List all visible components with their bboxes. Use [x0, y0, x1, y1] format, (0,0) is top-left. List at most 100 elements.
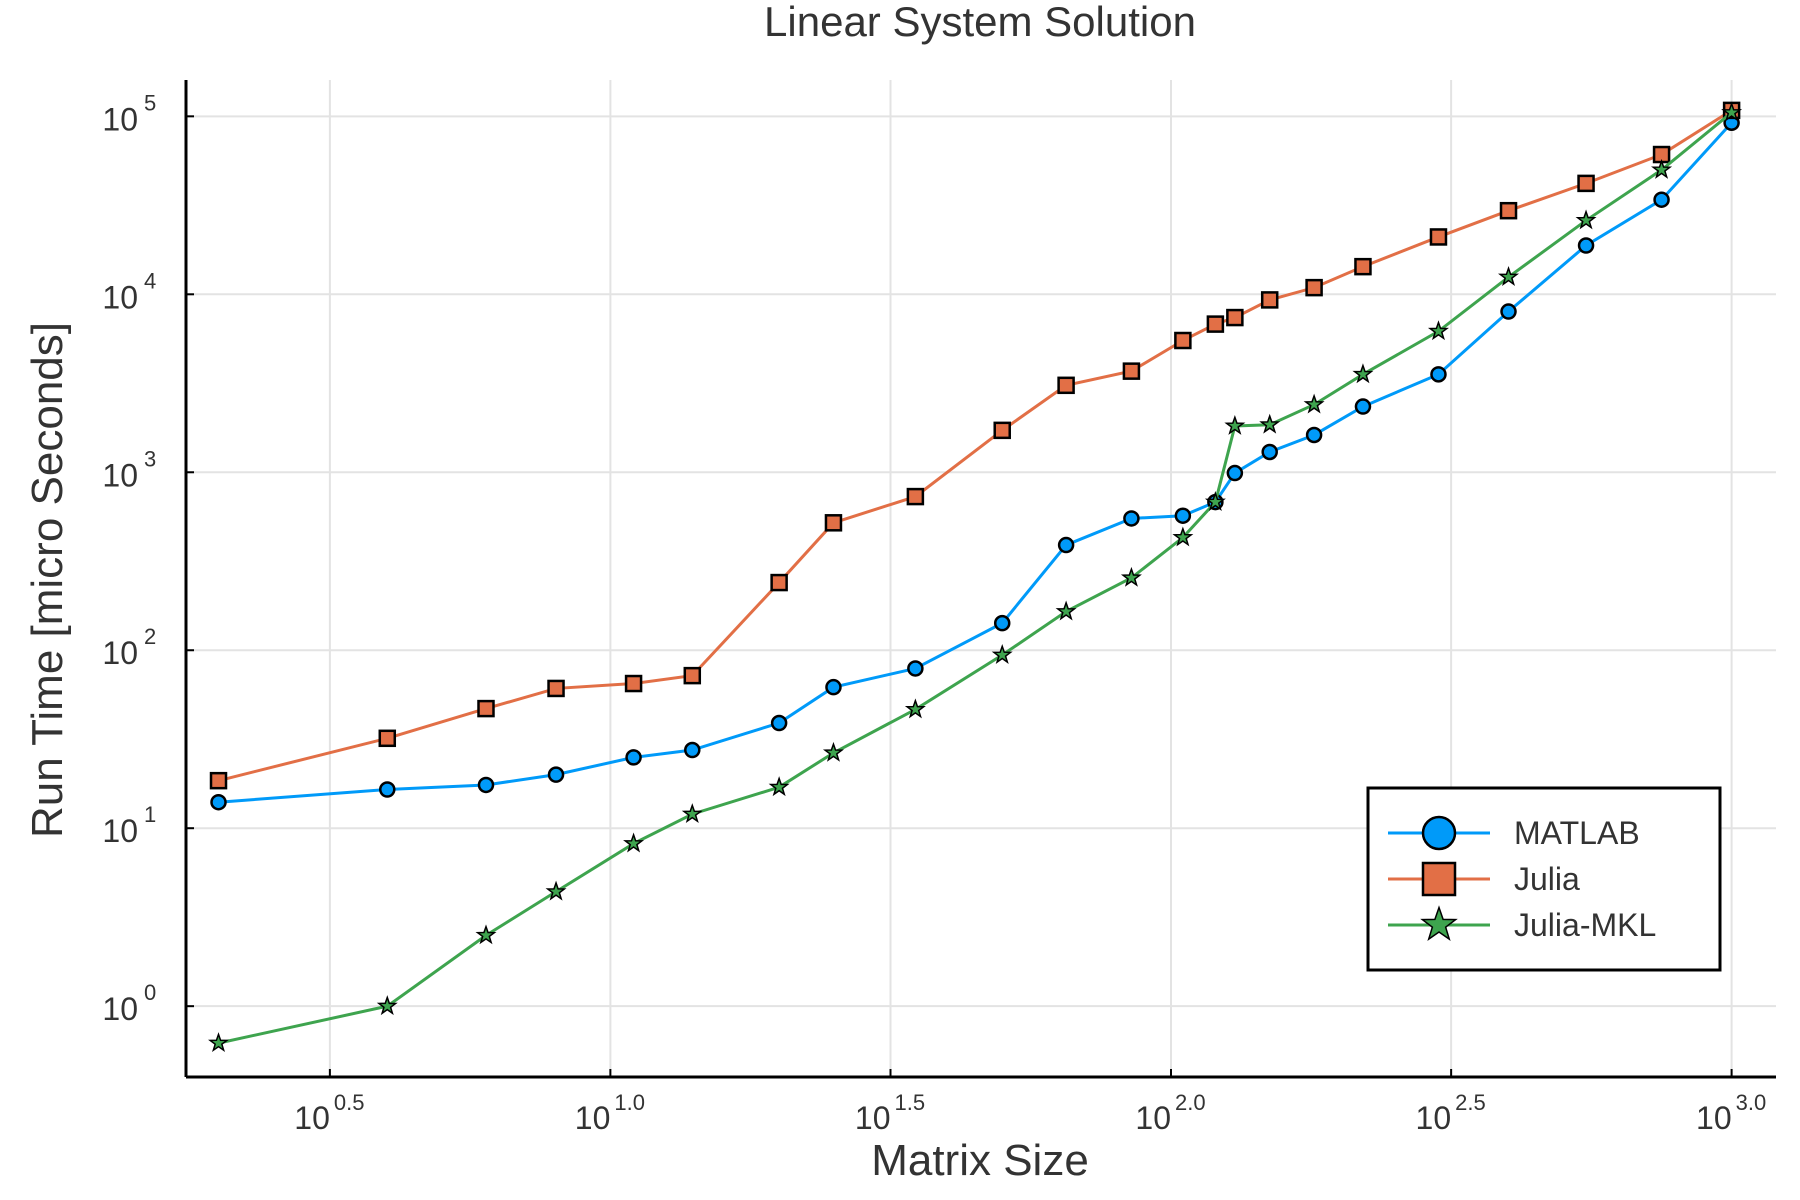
data-point-matlab-15 [1261, 443, 1278, 461]
data-point-matlab-11 [1123, 510, 1140, 527]
data-point-julia-mkl-11 [1120, 566, 1142, 587]
y-tick-label-0: 10 [102, 991, 138, 1027]
data-point-julia-mkl-3 [545, 880, 567, 901]
data-point-julia-17 [1354, 257, 1372, 276]
x-tick-label-4: 10 [1416, 1100, 1452, 1136]
x-tick-exponent-2: 1.5 [895, 1090, 926, 1115]
legend-label-julia: Julia [1514, 861, 1580, 897]
data-point-julia-12 [1174, 331, 1192, 350]
data-point-julia-mkl-8 [904, 698, 926, 719]
x-tick-exponent-3: 2.0 [1175, 1090, 1206, 1115]
data-point-julia-4 [624, 674, 643, 693]
legend-label-matlab: MATLAB [1514, 815, 1640, 851]
x-tick-exponent-5: 3.0 [1736, 1090, 1767, 1115]
data-point-matlab-19 [1500, 303, 1517, 320]
data-point-julia-10 [1057, 376, 1075, 395]
data-point-julia-mkl-14 [1224, 414, 1246, 435]
y-tick-label-4: 10 [102, 279, 138, 315]
y-tick-exponent-1: 1 [144, 802, 156, 827]
data-point-julia-mkl-15 [1259, 413, 1281, 434]
legend-marker-julia [1421, 861, 1457, 897]
x-tick-exponent-0: 0.5 [334, 1090, 365, 1115]
data-point-julia-mkl-7 [822, 741, 844, 762]
data-point-matlab-9 [993, 614, 1011, 632]
x-tick-label-0: 10 [294, 1100, 330, 1136]
series-matlab [210, 114, 1740, 811]
chart-title: Linear System Solution [764, 0, 1196, 45]
data-point-julia-18 [1429, 228, 1448, 246]
data-point-julia-mkl-19 [1498, 266, 1520, 286]
data-point-julia-13 [1206, 315, 1225, 333]
data-point-matlab-1 [379, 781, 396, 798]
series-group [208, 101, 1743, 1053]
data-point-julia-6 [770, 573, 788, 592]
data-point-julia-20 [1577, 174, 1595, 193]
legend-marker-julia-mkl [1420, 905, 1458, 942]
data-point-julia-mkl-13 [1204, 491, 1226, 512]
grid [186, 80, 1776, 1077]
y-tick-exponent-2: 2 [144, 624, 156, 649]
x-tick-label-1: 10 [575, 1100, 611, 1136]
data-point-matlab-18 [1430, 366, 1447, 383]
data-point-julia-mkl-12 [1172, 526, 1194, 547]
axes [184, 80, 1776, 1079]
data-point-julia-5 [683, 666, 702, 685]
y-tick-label-2: 10 [102, 635, 138, 671]
data-point-matlab-16 [1305, 426, 1323, 444]
x-tick-label-5: 10 [1696, 1100, 1732, 1136]
data-point-julia-mkl-18 [1427, 320, 1449, 341]
data-point-julia-mkl-16 [1303, 393, 1325, 414]
series-julia-mkl [208, 101, 1743, 1053]
y-tick-exponent-5: 5 [144, 90, 156, 115]
data-point-matlab-6 [770, 714, 788, 732]
legend-marker-matlab [1421, 815, 1457, 851]
data-point-julia-15 [1260, 291, 1279, 309]
x-tick-labels: 10 0.5 10 1.0 10 1.5 10 2.0 10 2.5 10 3.0 [294, 1090, 1766, 1136]
legend-label-julia-mkl: Julia-MKL [1514, 907, 1656, 943]
x-tick-label-3: 10 [1135, 1100, 1171, 1136]
data-point-matlab-10 [1057, 536, 1075, 554]
data-point-matlab-0 [210, 793, 227, 811]
data-point-matlab-21 [1653, 191, 1670, 208]
legend: MATLAB Julia Julia-MKL [1366, 786, 1722, 972]
data-point-julia-11 [1122, 362, 1141, 380]
y-axis-label: Run Time [micro Seconds] [23, 322, 72, 838]
x-axis-label: Matrix Size [871, 1136, 1089, 1185]
data-point-julia-mkl-2 [475, 924, 497, 945]
data-point-julia-0 [209, 771, 228, 790]
data-point-matlab-14 [1226, 464, 1244, 482]
data-point-julia-mkl-5 [681, 803, 703, 824]
y-tick-exponent-4: 4 [144, 268, 156, 293]
x-tick-exponent-1: 1.0 [614, 1090, 645, 1115]
data-point-julia-mkl-17 [1352, 363, 1374, 384]
data-point-julia-1 [378, 729, 397, 748]
data-point-julia-mkl-6 [768, 776, 790, 797]
data-point-julia-3 [547, 679, 565, 698]
data-point-julia-2 [477, 699, 495, 718]
data-point-julia-8 [906, 487, 925, 506]
y-tick-label-5: 10 [102, 101, 138, 137]
data-point-matlab-2 [477, 776, 495, 794]
y-tick-label-3: 10 [102, 457, 138, 493]
y-tick-label-1: 10 [102, 813, 138, 849]
data-point-matlab-8 [907, 660, 924, 677]
x-tick-exponent-4: 2.5 [1455, 1090, 1486, 1115]
data-point-julia-mkl-20 [1575, 209, 1597, 230]
data-point-matlab-5 [684, 741, 701, 759]
x-tick-label-2: 10 [855, 1100, 891, 1136]
data-point-julia-mkl-0 [208, 1032, 230, 1053]
data-point-matlab-12 [1174, 507, 1192, 524]
data-point-julia-19 [1499, 201, 1518, 220]
data-point-julia-mkl-4 [623, 832, 645, 853]
data-point-julia-16 [1305, 278, 1323, 297]
data-point-julia-mkl-9 [991, 643, 1013, 664]
y-tick-exponent-0: 0 [144, 980, 156, 1005]
data-point-matlab-3 [547, 766, 565, 783]
data-point-matlab-20 [1577, 237, 1595, 254]
data-point-matlab-17 [1354, 398, 1372, 415]
data-point-julia-mkl-21 [1651, 158, 1673, 179]
data-point-julia-7 [824, 514, 843, 532]
data-point-julia-mkl-1 [376, 995, 398, 1016]
